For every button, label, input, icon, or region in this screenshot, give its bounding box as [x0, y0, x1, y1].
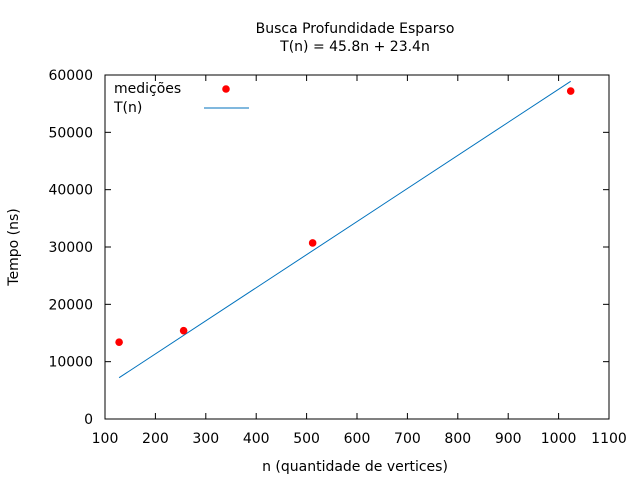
x-tick-label: 800: [444, 431, 471, 447]
x-axis-label: n (quantidade de vertices): [262, 459, 448, 475]
legend-marker-medicoes: [222, 85, 230, 93]
y-axis: 0 10000 20000 30000 40000 50000 60000: [48, 68, 609, 428]
x-tick-label: 1100: [591, 431, 627, 447]
x-tick-label: 600: [344, 431, 371, 447]
x-tick-label: 500: [293, 431, 320, 447]
legend-label-tn: T(n): [113, 100, 142, 116]
y-tick-label: 50000: [48, 125, 93, 141]
chart-subtitle: T(n) = 45.8n + 23.4n: [279, 39, 430, 55]
data-point-medicoes: [179, 326, 188, 335]
y-tick-label: 0: [84, 412, 93, 428]
series-line-tn: [118, 80, 571, 379]
series-layer: [115, 80, 575, 379]
y-tick-label: 20000: [48, 297, 93, 313]
y-axis-label: Tempo (ns): [6, 208, 22, 286]
legend: medições T(n): [113, 81, 249, 116]
y-tick-label: 30000: [48, 240, 93, 256]
y-tick-label: 40000: [48, 183, 93, 199]
x-tick-label: 700: [394, 431, 421, 447]
x-tick-label: 400: [243, 431, 270, 447]
data-point-medicoes: [308, 239, 317, 247]
y-tick-label: 60000: [48, 68, 93, 84]
x-tick-label: 900: [495, 431, 522, 447]
data-point-medicoes: [115, 338, 123, 346]
x-tick-label: 200: [142, 431, 169, 447]
x-tick-label: 1000: [541, 431, 577, 447]
x-tick-label: 300: [192, 431, 219, 447]
y-tick-label: 10000: [48, 355, 93, 371]
data-point-medicoes: [566, 87, 575, 95]
x-tick-label: 100: [92, 431, 119, 447]
legend-label-medicoes: medições: [114, 81, 181, 97]
plot-frame: [104, 74, 610, 420]
chart-title: Busca Profundidade Esparso: [256, 21, 455, 37]
x-axis: 100 200 300 400 500 600 700 800 900 1000 1100: [92, 75, 627, 447]
